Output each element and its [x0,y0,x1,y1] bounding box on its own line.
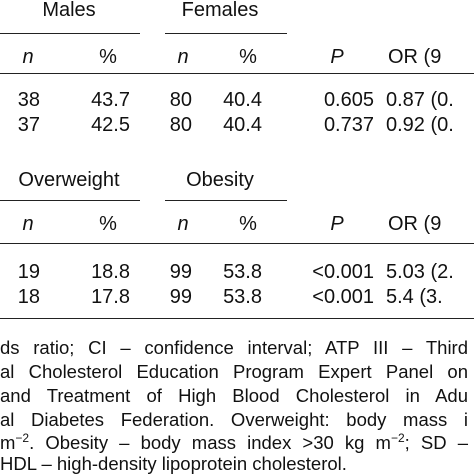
table-cell: 53.8 [223,261,262,283]
column-header: n [22,46,34,68]
table-cell: 80 [169,114,192,136]
footnote-line: m−2. Obesity – body mass index >30 kg m−… [0,432,468,454]
group-header: Obesity [186,169,254,191]
table-cell: 40.4 [223,89,262,111]
column-header: % [99,46,117,68]
superscript: −2 [390,430,405,445]
footnote-line: al Cholesterol Education Program Expert … [0,361,468,382]
column-header: P [330,213,344,235]
footnote-line: and Treatment of High Blood Cholesterol … [0,385,468,406]
table-bottom-rule [0,318,474,320]
table-cell: 18.8 [91,261,130,283]
footnote-text: m [0,432,16,453]
table-cell: 99 [169,261,192,283]
footnote-line: HDL – high-density lipoprotein cholester… [0,453,347,474]
column-header: P [330,46,344,68]
column-header: % [239,46,257,68]
table-cell: <0.001 [312,286,374,308]
table-cell: 0.87 (0. [386,89,454,111]
table-cell: 19 [17,261,40,283]
superscript: −2 [15,430,30,445]
column-header: n [177,46,189,68]
table-cell: 0.737 [323,114,374,136]
footnote-text: . Obesity – body mass index >30 kg m [29,432,391,453]
table-cell: 0.605 [323,89,374,111]
table-cell: 17.8 [91,286,130,308]
table-cell: 53.8 [223,286,262,308]
group-rule [0,33,140,35]
table-cell: 0.92 (0. [386,114,454,136]
group-rule [0,200,140,202]
column-header: % [239,213,257,235]
table-cell: 18 [17,286,40,308]
group-rule [165,200,287,202]
table-cell: 42.5 [91,114,130,136]
footnote-line: al Diabetes Federation. Overweight: body… [0,409,468,430]
column-header: % [99,213,117,235]
header-rule [0,243,474,245]
table-cell: 40.4 [223,114,262,136]
group-header: Males [42,0,96,21]
column-header: OR (9 [388,213,442,235]
table-cell: 38 [17,89,40,111]
footnote-text: ; SD – [404,432,468,453]
header-rule [0,73,474,75]
table-cell: 37 [17,114,40,136]
group-rule [165,33,287,35]
table-cell: 43.7 [91,89,130,111]
table-cell: <0.001 [312,261,374,283]
table-cell: 99 [169,286,192,308]
column-header: n [177,213,189,235]
column-header: OR (9 [388,46,442,68]
column-header: n [22,213,34,235]
table-cell: 80 [169,89,192,111]
table-cell: 5.03 (2. [386,261,454,283]
footnote-line: ds ratio; CI – confidence interval; ATP … [0,337,468,358]
group-header: Females [181,0,259,21]
table-cell: 5.4 (3. [386,286,443,308]
group-header: Overweight [18,169,120,191]
